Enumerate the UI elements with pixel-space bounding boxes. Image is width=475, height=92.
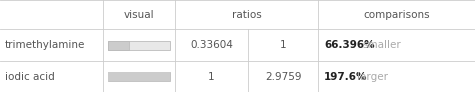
Text: larger: larger	[357, 71, 388, 82]
Text: 1: 1	[280, 40, 286, 50]
Bar	[108, 40, 129, 49]
Text: trimethylamine: trimethylamine	[5, 40, 85, 50]
Bar	[108, 40, 129, 49]
Text: ratios: ratios	[232, 9, 261, 20]
Text: 0.33604: 0.33604	[190, 40, 233, 50]
Text: 66.396%: 66.396%	[324, 40, 375, 50]
Text: comparisons: comparisons	[363, 9, 430, 20]
Bar	[108, 40, 170, 49]
Bar	[108, 72, 170, 81]
Text: smaller: smaller	[362, 40, 401, 50]
Text: visual: visual	[124, 9, 154, 20]
Text: 1: 1	[208, 71, 215, 82]
Text: iodic acid: iodic acid	[5, 71, 55, 82]
Text: 197.6%: 197.6%	[324, 71, 368, 82]
Bar	[108, 72, 170, 81]
Text: 2.9759: 2.9759	[265, 71, 301, 82]
